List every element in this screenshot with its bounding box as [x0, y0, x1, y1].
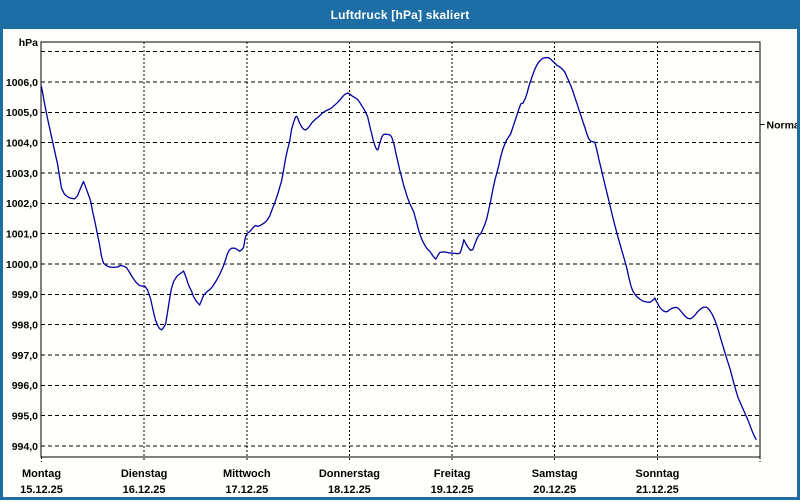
svg-text:995,0: 995,0 — [12, 411, 38, 423]
svg-text:1005,0: 1005,0 — [6, 107, 38, 119]
x-day-labels: Montag 15.12.25 Dienstag 16.12.25 Mittwoch 17… — [20, 468, 679, 496]
svg-text:997,0: 997,0 — [12, 350, 38, 362]
plot-border — [40, 41, 761, 458]
svg-text:Dienstag: Dienstag — [121, 468, 167, 480]
svg-text:1003,0: 1003,0 — [6, 168, 38, 180]
title-bar[interactable]: Luftdruck [hPa] skaliert — [0, 0, 800, 29]
svg-text:1001,0: 1001,0 — [6, 229, 38, 241]
v-gridlines — [41, 42, 761, 462]
y-axis-unit-label: hPa — [19, 37, 38, 49]
svg-text:996,0: 996,0 — [12, 380, 38, 392]
svg-text:18.12.25: 18.12.25 — [328, 484, 371, 496]
chart-svg: hPa 1006,0 1005,0 1004,0 1003,0 1002,0 1001,0 1… — [6, 37, 800, 496]
h-gridlines — [41, 51, 760, 447]
svg-text:994,0: 994,0 — [12, 441, 38, 453]
svg-text:16.12.25: 16.12.25 — [123, 484, 166, 496]
svg-text:1006,0: 1006,0 — [6, 77, 38, 89]
svg-text:1000,0: 1000,0 — [6, 259, 38, 271]
svg-text:Donnerstag: Donnerstag — [319, 468, 380, 480]
svg-text:Sonntag: Sonntag — [635, 468, 679, 480]
svg-text:1002,0: 1002,0 — [6, 198, 38, 210]
svg-text:998,0: 998,0 — [12, 320, 38, 332]
svg-text:Samstag: Samstag — [532, 468, 578, 480]
svg-text:Montag: Montag — [22, 468, 61, 480]
window-title: Luftdruck [hPa] skaliert — [330, 7, 470, 22]
chart-area: hPa 1006,0 1005,0 1004,0 1003,0 1002,0 1001,0 1… — [3, 29, 800, 497]
pressure-curve — [40, 56, 757, 440]
svg-text:19.12.25: 19.12.25 — [431, 484, 474, 496]
svg-text:Mittwoch: Mittwoch — [223, 468, 271, 480]
svg-text:1004,0: 1004,0 — [6, 138, 38, 150]
svg-text:17.12.25: 17.12.25 — [225, 484, 268, 496]
svg-text:999,0: 999,0 — [12, 289, 38, 301]
normal-marker: Normal — [760, 119, 800, 131]
svg-text:21.12.25: 21.12.25 — [636, 484, 679, 496]
svg-text:Normal: Normal — [767, 119, 798, 131]
svg-text:Freitag: Freitag — [434, 468, 471, 480]
svg-text:15.12.25: 15.12.25 — [20, 484, 63, 496]
y-tick-labels: hPa 1006,0 1005,0 1004,0 1003,0 1002,0 1001,0 1… — [6, 37, 38, 453]
svg-text:20.12.25: 20.12.25 — [533, 484, 576, 496]
